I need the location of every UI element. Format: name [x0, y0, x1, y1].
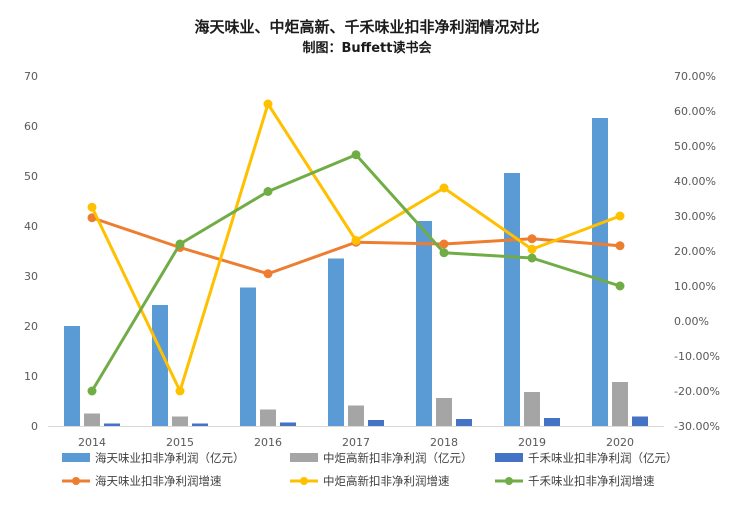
bar: [240, 287, 256, 426]
y-left-tick-label: 70: [24, 70, 38, 83]
legend-label: 千禾味业扣非净利润（亿元）: [528, 451, 678, 465]
series-point: [615, 281, 625, 291]
series-point: [87, 213, 97, 223]
y-right-tick-label: 70.00%: [674, 70, 716, 83]
bar: [192, 423, 208, 426]
legend-label: 海天味业扣非净利润增速: [95, 474, 222, 488]
legend-marker: [505, 477, 513, 485]
series-point: [351, 236, 361, 245]
legend-label: 海天味业扣非净利润（亿元）: [95, 451, 245, 465]
bar: [152, 305, 168, 426]
bar: [524, 392, 540, 426]
y-right-tick-label: 20.00%: [674, 245, 716, 258]
series-point: [439, 183, 449, 193]
bar: [504, 173, 520, 426]
y-left-tick-label: 50: [24, 170, 38, 183]
y-right-tick-label: 10.00%: [674, 280, 716, 293]
legend-marker: [72, 477, 80, 485]
legend-label: 中炬高新扣非净利润（亿元）: [323, 451, 473, 465]
lines-group: [87, 99, 625, 396]
series-point: [87, 386, 97, 396]
series-point: [263, 99, 273, 109]
bar: [84, 413, 100, 426]
bar: [328, 258, 344, 426]
series-point: [615, 241, 625, 251]
y-right-tick-label: -20.00%: [674, 385, 720, 398]
bar: [544, 418, 560, 426]
bar: [280, 422, 296, 426]
chart-title: 海天味业、中炬高新、千禾味业扣非净利润情况对比: [194, 18, 539, 36]
legend-marker: [300, 477, 308, 485]
y-right-tick-label: 40.00%: [674, 175, 716, 188]
y-right-tick-label: -10.00%: [674, 350, 720, 363]
x-tick-label: 2017: [342, 436, 370, 449]
series-point: [527, 253, 537, 263]
bar: [368, 420, 384, 426]
y-left-tick-label: 60: [24, 120, 38, 133]
bar: [632, 416, 648, 426]
bar: [592, 118, 608, 426]
series-point: [527, 244, 537, 254]
series-point: [175, 386, 185, 396]
bar: [172, 416, 188, 426]
x-tick-label: 2020: [606, 436, 634, 449]
x-tick-label: 2018: [430, 436, 458, 449]
legend: 海天味业扣非净利润（亿元） 中炬高新扣非净利润（亿元） 千禾味业扣非净利润（亿元） 海…: [62, 451, 678, 488]
series-point: [439, 239, 449, 249]
legend-swatch: [290, 453, 318, 462]
series-point: [263, 269, 273, 279]
bar: [104, 423, 120, 426]
series-point: [527, 234, 537, 244]
legend-swatch: [495, 453, 523, 462]
chart-subtitle: 制图：Buffett读书会: [303, 40, 433, 56]
series-point: [175, 239, 185, 249]
x-tick-label: 2015: [166, 436, 194, 449]
y-right-tick-label: 30.00%: [674, 210, 716, 223]
y-right-tick-label: 60.00%: [674, 105, 716, 118]
bar: [64, 326, 80, 426]
y-left-tick-label: 10: [24, 370, 38, 383]
series-point: [439, 248, 449, 258]
y-left-tick-label: 20: [24, 320, 38, 333]
bar: [456, 419, 472, 426]
bar: [348, 405, 364, 426]
y-right-tick-label: -30.00%: [674, 420, 720, 433]
series-point: [351, 150, 361, 160]
bar: [416, 221, 432, 426]
x-tick-label: 2019: [518, 436, 546, 449]
y-right-tick-label: 50.00%: [674, 140, 716, 153]
series-point: [615, 211, 625, 221]
y-left-tick-label: 0: [31, 420, 38, 433]
bar: [436, 398, 452, 426]
y-right-tick-label: 0.00%: [674, 315, 709, 328]
y-left-tick-label: 40: [24, 220, 38, 233]
y-left-tick-label: 30: [24, 270, 38, 283]
bar: [260, 409, 276, 426]
legend-swatch: [62, 453, 90, 462]
axes-group: 0 10 20 30 40 50 60 70 -30.00% -20.00% -10.00% 0.00…: [24, 70, 720, 449]
x-tick-label: 2014: [78, 436, 106, 449]
x-tick-label: 2016: [254, 436, 282, 449]
series-point: [87, 202, 97, 212]
bars-group: [64, 118, 648, 426]
legend-label: 千禾味业扣非净利润增速: [528, 474, 655, 488]
series-point: [263, 187, 273, 196]
legend-label: 中炬高新扣非净利润增速: [323, 474, 450, 488]
bar: [612, 382, 628, 426]
